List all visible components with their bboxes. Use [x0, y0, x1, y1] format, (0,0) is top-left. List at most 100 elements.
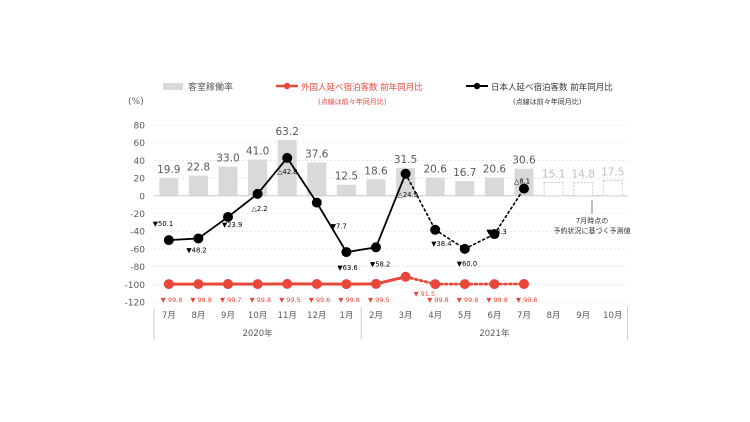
series-segment: [197, 216, 229, 240]
series-segment: [493, 187, 525, 235]
series-marker: [163, 235, 174, 246]
occupancy-bar: [602, 179, 623, 197]
series-marker: [223, 279, 233, 290]
x-tick-label: 6月: [487, 311, 501, 321]
x-tick-label: 1月: [339, 311, 353, 321]
y-tick-label: -120: [125, 299, 146, 309]
foreign-value-label: ▼ 99.8: [161, 296, 183, 304]
foreign-value-label: ▼ 99.8: [190, 296, 212, 304]
x-tick-label: 5月: [458, 311, 472, 321]
japanese-value-label: △8.1: [514, 178, 530, 186]
series-marker: [371, 242, 381, 253]
occupancy-value-label: 63.2: [276, 126, 299, 138]
occupancy-bar: [425, 177, 445, 196]
occupancy-value-label: 17.5: [601, 166, 624, 178]
series-marker: [252, 279, 263, 290]
forecast-note-line-1: 7月時点の: [576, 217, 608, 225]
legend-foreign-label: 外国人延べ宿泊客数 前年同月比: [301, 82, 423, 93]
occupancy-value-label: 16.7: [453, 167, 476, 179]
occupancy-value-label: 41.0: [246, 146, 269, 158]
foreign-value-label: ▼ 99.6: [309, 296, 331, 304]
occupancy-bar: [455, 181, 475, 196]
japanese-value-label: △2.2: [252, 205, 268, 213]
foreign-value-label: ▼ 99.8: [338, 296, 360, 304]
x-tick-label: 8月: [547, 311, 561, 321]
series-segment: [256, 157, 289, 195]
year-label: 2020年: [243, 328, 274, 339]
occupancy-value-label: 20.6: [424, 164, 448, 176]
foreign-value-label: ▼ 99.8: [250, 296, 272, 304]
occupancy-bar: [543, 182, 564, 197]
y-tick-label: -80: [130, 263, 145, 273]
series-marker: [193, 279, 204, 290]
series-marker: [193, 233, 204, 244]
y-tick-label: -20: [130, 210, 145, 220]
series-segment: [463, 233, 496, 250]
x-tick-label: 12月: [307, 311, 326, 321]
series-marker: [519, 278, 529, 289]
occupancy-bar: [336, 184, 356, 196]
foreign-value-label: ▼ 99.8: [457, 296, 479, 304]
series-marker: [400, 168, 411, 179]
japanese-value-label: ▼63.6: [337, 264, 357, 272]
foreign-value-label: ▼ 99.6: [516, 296, 538, 304]
x-axis: 7月 8月 9月 10月 11月 12月 1月 2月 3月 4月 5月 6月 7月 8月 9月 10月 2020…: [153, 307, 628, 340]
series-marker: [371, 278, 381, 289]
japanese-labels: ▼50.1 ▼48.2 ▼23.9 △2.2 △42.8 ▼7.7 ▼63.6 ▼58.2 △2…: [153, 168, 530, 272]
occupancy-bar: [277, 139, 297, 196]
x-tick-label: 9月: [221, 311, 235, 321]
occupancy-value-label: 14.8: [572, 169, 595, 181]
series-segment: [375, 172, 407, 249]
japanese-value-label: △24.9: [398, 191, 418, 199]
y-tick-label: -40: [130, 228, 145, 238]
x-tick-label: 2月: [369, 311, 383, 321]
series-marker: [341, 247, 352, 258]
series-marker: [252, 188, 263, 199]
x-tick-label: 10月: [248, 311, 267, 321]
japanese-series: [163, 152, 529, 258]
x-tick-label: 11月: [278, 311, 297, 321]
legend-japanese-label: 日本人延べ宿泊客数 前年同月比: [491, 82, 613, 93]
occupancy-bar: [307, 162, 327, 196]
x-tick-label: 7月: [517, 311, 531, 321]
occupancy-bar: [159, 178, 179, 196]
occupancy-bars: [159, 139, 623, 197]
japanese-value-label: ▼38.4: [431, 240, 451, 248]
occupancy-value-label: 19.9: [157, 164, 180, 176]
legend: 客室稼働率 外国人延べ宿泊客数 前年同月比 (点線は前々年同月比) 日本人延べ宿…: [163, 81, 613, 106]
series-marker: [282, 152, 293, 163]
year-label: 2021年: [479, 328, 510, 339]
legend-japanese-marker: [473, 82, 481, 90]
series-marker: [430, 279, 441, 290]
x-tick-label: 4月: [428, 311, 442, 321]
y-tick-label: 60: [134, 139, 146, 149]
x-tick-label: 3月: [399, 311, 413, 321]
occupancy-bar: [218, 166, 238, 196]
japanese-value-label: ▼43.3: [486, 228, 506, 236]
japanese-value-label: ▼50.1: [153, 220, 173, 228]
occupancy-value-label: 18.6: [364, 165, 388, 177]
x-tick-label: 7月: [162, 311, 176, 321]
series-marker: [459, 243, 470, 254]
series-marker: [311, 278, 322, 289]
japanese-value-label: ▼58.2: [370, 260, 390, 268]
y-tick-label: 80: [134, 122, 146, 132]
japanese-value-label: ▼7.7: [331, 223, 347, 231]
series-segment: [434, 228, 466, 250]
occupancy-labels: 19.9 22.8 33.0 41.0 63.2 37.6 12.5 18.6 31.5 20.6…: [157, 126, 624, 183]
occupancy-value-label: 20.6: [483, 164, 507, 176]
legend-foreign-note: (点線は前々年同月比): [318, 97, 387, 106]
legend-occupancy-swatch: [163, 83, 183, 90]
series-marker: [489, 229, 500, 240]
series-marker: [163, 279, 174, 290]
series-marker: [223, 211, 233, 222]
legend-foreign-marker: [283, 82, 291, 90]
occupancy-bar: [573, 182, 594, 197]
foreign-labels: ▼ 99.8 ▼ 99.8 ▼ 99.7 ▼ 99.8 ▼ 99.5 ▼ 99.6 ▼ 99…: [161, 290, 538, 304]
occupancy-value-label: 37.6: [305, 149, 329, 161]
series-marker: [459, 279, 470, 290]
foreign-value-label: ▼ 99.5: [368, 296, 390, 304]
y-tick-label: 40: [134, 157, 146, 167]
series-marker: [489, 279, 500, 290]
